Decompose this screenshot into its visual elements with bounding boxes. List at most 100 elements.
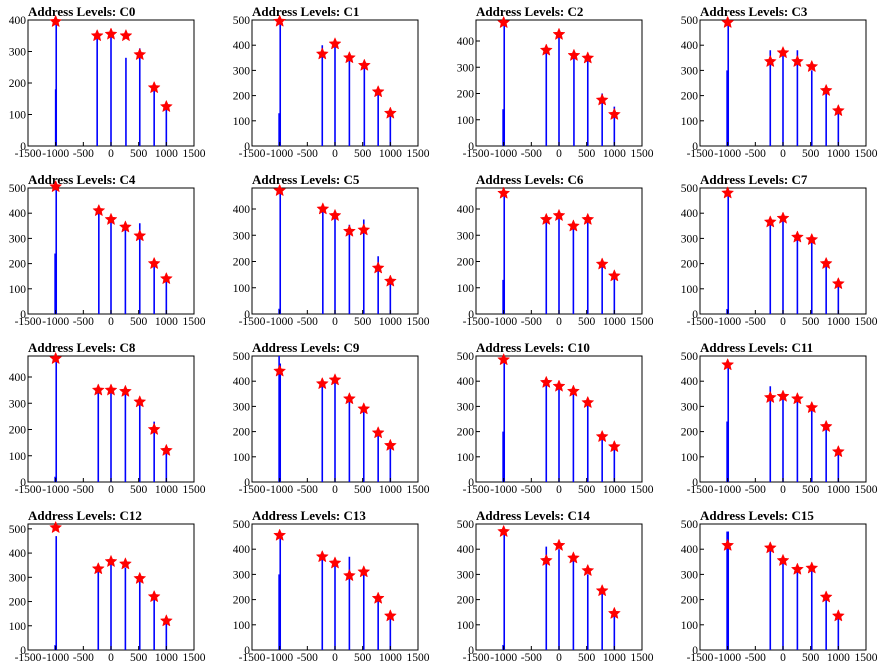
chart-title: Address Levels: C15 bbox=[700, 508, 814, 523]
peak-marker bbox=[118, 557, 132, 570]
peak-marker bbox=[328, 208, 342, 222]
y-tick-label: 200 bbox=[457, 257, 475, 269]
y-tick-label: 300 bbox=[9, 233, 27, 245]
peak-marker bbox=[357, 58, 371, 71]
x-tick-label: -1500 bbox=[463, 652, 490, 664]
x-tick-label: 0 bbox=[780, 484, 786, 496]
chart-panel-c9: Address Levels: C9 0 100 200 300 400 500 -1500-… bbox=[224, 336, 448, 504]
x-tick-label: 1000 bbox=[603, 148, 626, 160]
y-tick-label: 500 bbox=[681, 351, 699, 363]
y-tick-label: 200 bbox=[681, 595, 699, 607]
x-tick-label: -500 bbox=[745, 316, 766, 328]
x-tick-label: 0 bbox=[108, 316, 114, 328]
y-tick-label: 300 bbox=[457, 401, 475, 413]
chart-title: Address Levels: C8 bbox=[28, 340, 136, 355]
y-tick-label: 300 bbox=[457, 230, 475, 242]
x-tick-label: -1500 bbox=[239, 652, 266, 664]
chart-panel-c11: Address Levels: C11 0 100 200 300 400 500 -1500… bbox=[672, 336, 896, 504]
chart-plot: 0 100 200 300 400 500 -1500 -1000 -500 0 500 1000 15… bbox=[681, 519, 878, 664]
x-tick-label: -1500 bbox=[687, 316, 714, 328]
y-tick-label: 500 bbox=[681, 15, 699, 27]
peak-marker bbox=[273, 14, 287, 27]
x-tick-label: 0 bbox=[780, 316, 786, 328]
x-tick-label: 0 bbox=[556, 484, 562, 496]
x-tick-label: 1500 bbox=[855, 652, 878, 664]
chart-panel-c7: Address Levels: C7 0 100 200 300 400 500 -1500-… bbox=[672, 168, 896, 336]
peak-marker bbox=[763, 54, 777, 68]
x-tick-label: -1500 bbox=[687, 148, 714, 160]
chart-panel-c12: Address Levels: C12 0 100 200 300 400 500 -1500… bbox=[0, 504, 224, 672]
x-tick-label: -1000 bbox=[714, 652, 741, 664]
peak-marker bbox=[776, 45, 790, 59]
x-tick-label: 0 bbox=[108, 148, 114, 160]
peak-marker bbox=[371, 426, 385, 439]
peak-marker bbox=[539, 212, 553, 226]
chart-title: Address Levels: C5 bbox=[252, 172, 360, 187]
x-tick-label: 500 bbox=[130, 148, 148, 160]
peak-marker bbox=[552, 27, 566, 40]
chart-panel-c13: Address Levels: C13 0 100 200 300 400 500 -1500… bbox=[224, 504, 448, 672]
peak-marker bbox=[133, 229, 147, 242]
x-tick-label: -1500 bbox=[239, 148, 266, 160]
x-tick-label: -1500 bbox=[463, 484, 490, 496]
y-tick-label: 0 bbox=[692, 309, 698, 321]
y-tick-label: 400 bbox=[233, 376, 251, 388]
peak-marker bbox=[342, 391, 356, 405]
x-tick-label: 1000 bbox=[827, 652, 850, 664]
y-tick-label: 300 bbox=[681, 401, 699, 413]
peak-marker bbox=[595, 257, 609, 270]
peak-marker bbox=[104, 212, 118, 226]
x-tick-label: -500 bbox=[745, 652, 766, 664]
y-tick-label: 100 bbox=[9, 621, 27, 633]
peak-marker bbox=[147, 589, 161, 603]
x-tick-label: -500 bbox=[521, 148, 542, 160]
y-tick-label: 100 bbox=[233, 283, 251, 295]
x-tick-label: 1500 bbox=[855, 484, 878, 496]
chart-plot: 0 100 200 300 400 500 -1500 -1000 -500 0 500 1000 15… bbox=[9, 179, 206, 328]
chart-plot: 0 100 200 300 400 500 -1500 -1000 -500 0 500 1000 15… bbox=[457, 351, 654, 496]
y-tick-label: 300 bbox=[457, 569, 475, 581]
x-tick-label: -1500 bbox=[463, 316, 490, 328]
peak-marker bbox=[581, 563, 595, 577]
x-tick-label: 1500 bbox=[183, 652, 206, 664]
peak-marker bbox=[147, 80, 161, 94]
y-tick-label: 0 bbox=[20, 141, 26, 153]
chart-title: Address Levels: C13 bbox=[252, 508, 366, 523]
x-tick-label: 1000 bbox=[155, 148, 178, 160]
y-tick-label: 100 bbox=[681, 116, 699, 128]
x-tick-label: 1500 bbox=[631, 316, 654, 328]
peak-marker bbox=[383, 274, 397, 287]
peak-marker bbox=[607, 606, 621, 620]
chart-plot: 0 100 200 300 400 500 -1500 -1000 -500 0 500 1000 15… bbox=[9, 520, 206, 664]
y-tick-label: 200 bbox=[681, 91, 699, 103]
peak-marker bbox=[104, 27, 118, 40]
chart-title: Address Levels: C11 bbox=[700, 340, 814, 355]
x-tick-label: -1000 bbox=[714, 484, 741, 496]
x-tick-label: 1500 bbox=[183, 316, 206, 328]
peak-marker bbox=[581, 51, 595, 64]
chart-plot: 0 100 200 300 400 500 -1500 -1000 -500 0 500 1000 15… bbox=[233, 351, 430, 496]
y-tick-label: 0 bbox=[468, 309, 474, 321]
x-tick-label: 1000 bbox=[379, 484, 402, 496]
chart-title: Address Levels: C12 bbox=[28, 508, 142, 523]
peak-marker bbox=[383, 438, 397, 452]
x-tick-label: 0 bbox=[556, 652, 562, 664]
y-tick-label: 0 bbox=[692, 141, 698, 153]
y-tick-label: 300 bbox=[233, 401, 251, 413]
x-tick-label: -1000 bbox=[42, 484, 69, 496]
peak-marker bbox=[147, 422, 161, 436]
x-tick-label: -1500 bbox=[15, 148, 42, 160]
peak-marker bbox=[104, 383, 118, 396]
x-tick-label: 1000 bbox=[603, 316, 626, 328]
peak-marker bbox=[104, 554, 118, 568]
peak-marker bbox=[497, 186, 511, 199]
y-tick-label: 200 bbox=[9, 259, 27, 271]
y-tick-label: 400 bbox=[457, 36, 475, 48]
peak-marker bbox=[357, 565, 371, 578]
y-tick-label: 100 bbox=[457, 452, 475, 464]
peak-marker bbox=[315, 376, 329, 390]
peak-marker bbox=[159, 99, 173, 113]
peak-marker bbox=[763, 390, 777, 404]
peak-marker bbox=[763, 215, 777, 228]
